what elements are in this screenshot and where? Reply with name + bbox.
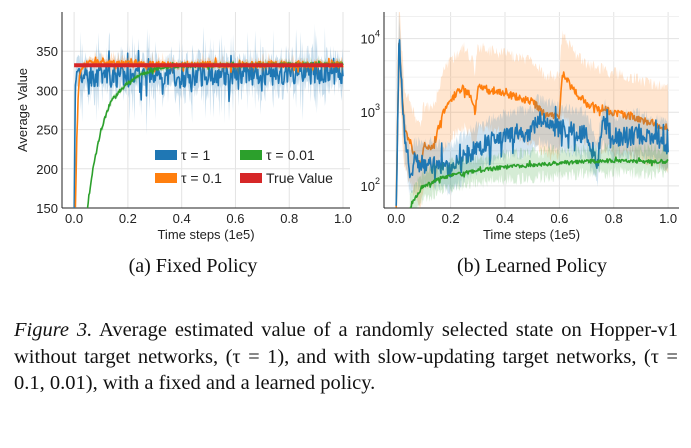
x-tick-label: 0.0: [387, 211, 405, 226]
plot-area: [395, 12, 669, 208]
confidence-band: [409, 142, 669, 208]
caption-text: Average estimated value of a randomly se…: [14, 319, 678, 394]
y-tick-label: 300: [36, 83, 58, 98]
confidence-band: [74, 23, 344, 208]
legend-swatch: [155, 173, 177, 183]
legend-swatch: [240, 150, 262, 160]
x-axis-label: Time steps (1e5): [157, 227, 254, 242]
series-2: [409, 142, 669, 208]
x-tick-label: 0.8: [605, 211, 623, 226]
x-tick-label: 0.6: [226, 211, 244, 226]
y-tick-exponent: 2: [375, 176, 380, 186]
legend: τ = 1 τ = 0.01 τ = 0.1 True Value: [155, 147, 333, 186]
plot-area: [73, 23, 344, 208]
legend-label: τ = 0.01: [266, 147, 315, 163]
legend-swatch: [240, 173, 262, 183]
x-tick-label: 0.4: [496, 211, 514, 226]
x-tick-label: 0.6: [550, 211, 568, 226]
y-tick-label: 104: [361, 29, 380, 47]
y-tick-exponent: 3: [375, 102, 380, 112]
subfigure-a-label: (a) Fixed Policy: [128, 255, 258, 277]
series-1: [395, 12, 669, 208]
x-axis-label: Time steps (1e5): [483, 227, 580, 242]
x-tick-label: 0.2: [442, 211, 460, 226]
confidence-band: [396, 12, 669, 208]
series-line: [395, 39, 669, 206]
y-tick-label: 350: [36, 44, 58, 59]
y-axis-label: Average Value: [15, 68, 30, 152]
legend-label: True Value: [266, 170, 333, 186]
series-0: [73, 23, 344, 208]
x-tick-label: 0.2: [119, 211, 137, 226]
legend-label: τ = 0.1: [181, 170, 222, 186]
series-0: [395, 12, 669, 208]
confidence-band: [396, 12, 669, 208]
legend-label: τ = 1: [181, 147, 210, 163]
chart-fixed-policy: 0.0 0.2 0.4 0.6 0.8 1.0 150 200 250 300 350 Time st…: [15, 12, 352, 242]
legend-swatch: [155, 150, 177, 160]
y-tick-label: 102: [361, 176, 380, 194]
figure: 0.0 0.2 0.4 0.6 0.8 1.0 150 200 250 300 350 Time st…: [15, 12, 679, 242]
caption-label: Figure 3.: [14, 319, 93, 341]
y-tick-label: 200: [36, 162, 58, 177]
series-line: [73, 49, 344, 208]
y-tick-label: 150: [36, 201, 58, 216]
y-tick-label: 250: [36, 123, 58, 138]
x-tick-label: 0.8: [280, 211, 298, 226]
x-tick-label: 1.0: [659, 211, 677, 226]
subfigure-b-label: (b) Learned Policy: [457, 255, 607, 277]
y-tick-label: 103: [361, 102, 380, 120]
chart-learned-policy: 0.0 0.2 0.4 0.6 0.8 1.0 102 103 104 Time steps (1…: [361, 12, 679, 242]
series-line: [409, 156, 669, 208]
y-tick-exponent: 4: [375, 29, 380, 39]
x-tick-label: 0.4: [173, 211, 191, 226]
figure-caption: Figure 3. Average estimated value of a r…: [14, 317, 678, 397]
x-tick-label: 1.0: [334, 211, 352, 226]
series-line: [395, 42, 669, 208]
x-tick-label: 0.0: [65, 211, 83, 226]
